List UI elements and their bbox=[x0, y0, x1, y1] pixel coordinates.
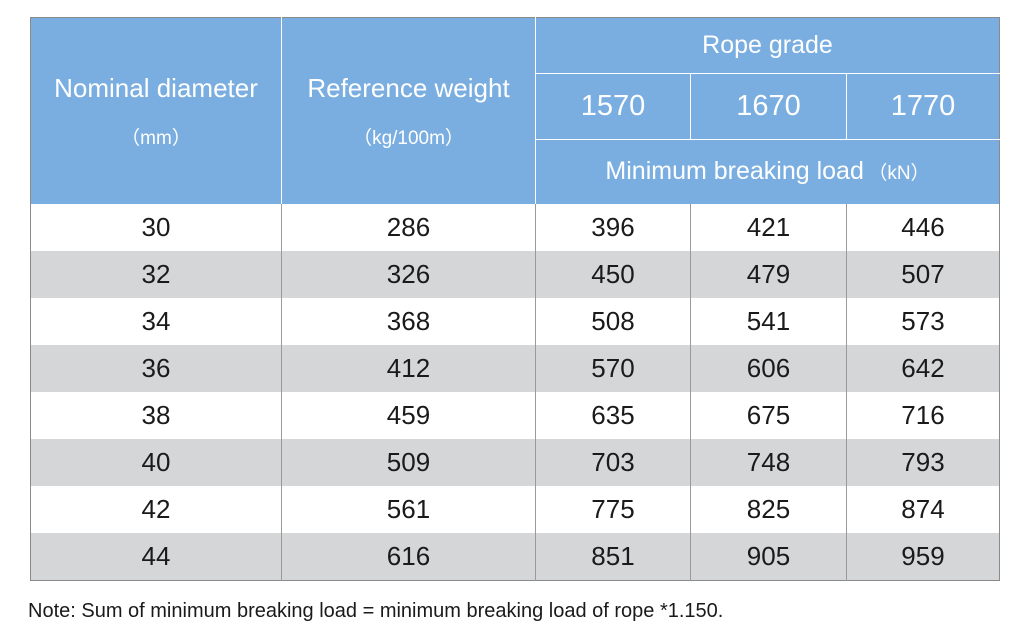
header-reference-weight-label: Reference weight bbox=[307, 73, 510, 103]
header-reference-weight: Reference weight （kg/100m） bbox=[281, 17, 536, 204]
cell-load-1570: 775 bbox=[535, 485, 691, 533]
cell-diameter: 38 bbox=[30, 391, 282, 439]
cell-weight: 326 bbox=[281, 250, 536, 298]
cell-load-1670: 541 bbox=[690, 297, 847, 345]
header-minimum-breaking-load: Minimum breaking load （kN） bbox=[535, 139, 1000, 204]
cell-load-1770: 959 bbox=[846, 532, 1000, 580]
cell-load-1570: 396 bbox=[535, 203, 691, 251]
table-row: 44 616 851 905 959 bbox=[30, 532, 1000, 580]
cell-diameter: 32 bbox=[30, 250, 282, 298]
cell-diameter: 42 bbox=[30, 485, 282, 533]
cell-load-1570: 450 bbox=[535, 250, 691, 298]
cell-load-1770: 716 bbox=[846, 391, 1000, 439]
table-row: 32 326 450 479 507 bbox=[30, 250, 1000, 298]
header-rope-grade: Rope grade bbox=[535, 17, 1000, 74]
table-row: 36 412 570 606 642 bbox=[30, 344, 1000, 392]
cell-load-1570: 570 bbox=[535, 344, 691, 392]
cell-load-1770: 642 bbox=[846, 344, 1000, 392]
cell-load-1770: 446 bbox=[846, 203, 1000, 251]
table-row: 34 368 508 541 573 bbox=[30, 297, 1000, 345]
header-grade-1670: 1670 bbox=[690, 73, 847, 140]
cell-load-1570: 635 bbox=[535, 391, 691, 439]
header-minimum-breaking-load-label: Minimum breaking load bbox=[605, 157, 864, 186]
cell-load-1670: 421 bbox=[690, 203, 847, 251]
rope-specification-table: Nominal diameter （mm） Reference weight （… bbox=[30, 17, 1000, 581]
cell-load-1770: 573 bbox=[846, 297, 1000, 345]
cell-weight: 412 bbox=[281, 344, 536, 392]
cell-diameter: 36 bbox=[30, 344, 282, 392]
table-row: 40 509 703 748 793 bbox=[30, 438, 1000, 486]
table-row: 30 286 396 421 446 bbox=[30, 203, 1000, 251]
cell-load-1570: 851 bbox=[535, 532, 691, 580]
cell-diameter: 40 bbox=[30, 438, 282, 486]
header-reference-weight-unit: （kg/100m） bbox=[353, 127, 464, 149]
cell-weight: 459 bbox=[281, 391, 536, 439]
cell-diameter: 30 bbox=[30, 203, 282, 251]
cell-load-1770: 793 bbox=[846, 438, 1000, 486]
table-row: 38 459 635 675 716 bbox=[30, 391, 1000, 439]
table-row: 42 561 775 825 874 bbox=[30, 485, 1000, 533]
cell-load-1670: 606 bbox=[690, 344, 847, 392]
cell-weight: 509 bbox=[281, 438, 536, 486]
cell-weight: 286 bbox=[281, 203, 536, 251]
cell-load-1770: 874 bbox=[846, 485, 1000, 533]
cell-weight: 561 bbox=[281, 485, 536, 533]
cell-weight: 368 bbox=[281, 297, 536, 345]
cell-load-1670: 825 bbox=[690, 485, 847, 533]
cell-diameter: 34 bbox=[30, 297, 282, 345]
cell-load-1670: 905 bbox=[690, 532, 847, 580]
table-footnote: Note: Sum of minimum breaking load = min… bbox=[28, 600, 724, 622]
header-grade-1770: 1770 bbox=[846, 73, 1000, 140]
header-minimum-breaking-load-unit: （kN） bbox=[868, 163, 930, 185]
header-nominal-diameter-unit: （mm） bbox=[121, 127, 191, 149]
header-grade-1570: 1570 bbox=[535, 73, 691, 140]
cell-load-1670: 748 bbox=[690, 438, 847, 486]
cell-load-1670: 479 bbox=[690, 250, 847, 298]
header-nominal-diameter-label: Nominal diameter bbox=[54, 73, 258, 103]
cell-weight: 616 bbox=[281, 532, 536, 580]
cell-load-1670: 675 bbox=[690, 391, 847, 439]
cell-diameter: 44 bbox=[30, 532, 282, 580]
cell-load-1570: 703 bbox=[535, 438, 691, 486]
header-nominal-diameter: Nominal diameter （mm） bbox=[30, 17, 282, 204]
cell-load-1770: 507 bbox=[846, 250, 1000, 298]
cell-load-1570: 508 bbox=[535, 297, 691, 345]
